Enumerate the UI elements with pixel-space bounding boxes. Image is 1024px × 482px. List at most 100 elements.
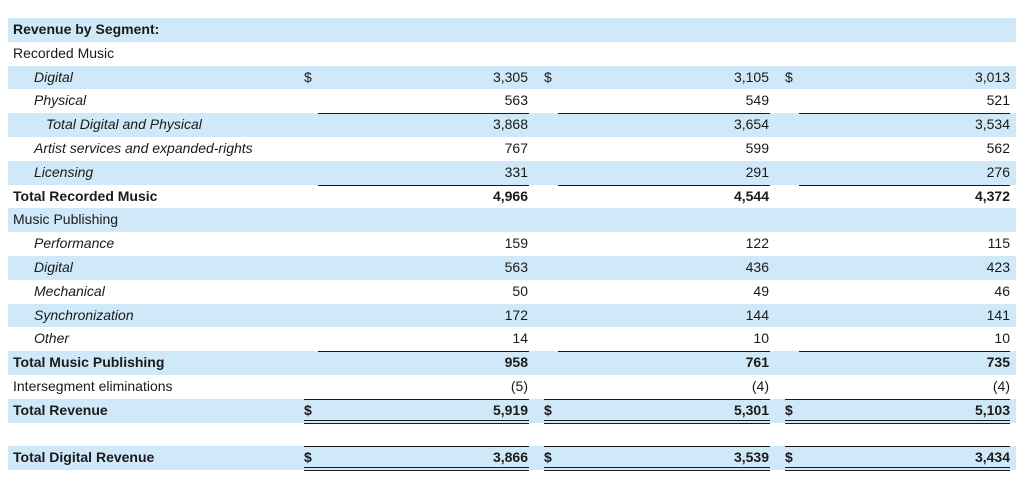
value-cell: 3,434 [974, 449, 1010, 466]
table-row: Recorded Music [8, 42, 1016, 66]
table-row: Licensing 331 291 276 [8, 160, 1016, 185]
row-label: Synchronization [34, 306, 134, 323]
value-cell: 50 [512, 282, 528, 299]
value-cell: 3,013 [974, 68, 1010, 85]
value-cell: (4) [992, 377, 1010, 394]
double-underline [304, 419, 529, 424]
double-underline [785, 419, 1010, 424]
currency-sign: $ [544, 401, 552, 418]
value-cell: 4,372 [974, 187, 1010, 204]
subtotal-rule [318, 351, 529, 353]
subtotal-rule [799, 184, 1010, 186]
table-row: Digital 563 436 423 [8, 255, 1016, 280]
currency-sign: $ [304, 68, 312, 85]
table-row: Digital $ 3,305 $ 3,105 $ 3,013 [8, 65, 1016, 90]
value-cell: 4,544 [733, 187, 769, 204]
value-cell: 5,301 [733, 401, 769, 418]
table-row: Performance 159 122 115 [8, 232, 1016, 256]
table-row: Total Recorded Music 4,966 4,544 4,372 [8, 184, 1016, 209]
subtotal-rule [799, 351, 1010, 353]
value-cell: 3,105 [733, 68, 769, 85]
value-cell: 46 [994, 282, 1010, 299]
value-cell: 735 [986, 354, 1010, 371]
value-cell: 10 [753, 330, 769, 347]
total-rule [785, 446, 1010, 448]
table-row: Physical 563 549 521 [8, 89, 1016, 113]
value-cell: 4,966 [492, 187, 528, 204]
value-cell: 958 [504, 354, 528, 371]
value-cell: 767 [504, 139, 528, 156]
table-header-row: Revenue by Segment: [8, 18, 1016, 42]
subtotal-rule [318, 184, 529, 186]
row-label: Digital [34, 258, 73, 275]
value-cell: 141 [986, 306, 1010, 323]
revenue-table: Revenue by Segment: Recorded Music Digit… [8, 18, 1016, 472]
currency-sign: $ [304, 401, 312, 418]
currency-sign: $ [785, 401, 793, 418]
value-cell: 144 [745, 306, 769, 323]
row-label: Artist services and expanded-rights [34, 139, 253, 156]
row-label: Total Revenue [13, 401, 108, 418]
value-cell: 49 [753, 282, 769, 299]
row-label: Total Music Publishing [13, 354, 165, 371]
value-cell: 563 [504, 92, 528, 109]
row-label: Total Digital and Physical [46, 116, 202, 133]
table-row: Total Music Publishing 958 761 735 [8, 351, 1016, 375]
value-cell: (4) [751, 377, 769, 394]
double-underline [544, 419, 770, 424]
value-cell: 172 [504, 306, 528, 323]
row-label: Performance [34, 235, 115, 252]
value-cell: 3,539 [733, 449, 769, 466]
value-cell: 3,534 [974, 116, 1010, 133]
currency-sign: $ [544, 449, 552, 466]
table-row: Music Publishing [8, 208, 1016, 233]
value-cell: 563 [504, 258, 528, 275]
row-label: Mechanical [34, 282, 105, 299]
value-cell: 423 [986, 258, 1010, 275]
double-underline [785, 467, 1010, 472]
value-cell: 291 [745, 163, 769, 180]
value-cell: 599 [745, 139, 769, 156]
value-cell: 436 [745, 258, 769, 275]
value-cell: 3,654 [733, 116, 769, 133]
value-cell: 549 [745, 92, 769, 109]
value-cell: 562 [986, 139, 1010, 156]
row-label: Physical [34, 92, 87, 109]
row-label: Intersegment eliminations [13, 377, 173, 394]
value-cell: 761 [745, 354, 769, 371]
table-row: Total Digital and Physical 3,868 3,654 3… [8, 113, 1016, 137]
subtotal-rule [558, 351, 770, 353]
row-label: Licensing [34, 163, 94, 180]
total-rule [544, 446, 770, 448]
value-cell: 10 [994, 330, 1010, 347]
table-row: Synchronization 172 144 141 [8, 303, 1016, 328]
table-row: Mechanical 50 49 46 [8, 280, 1016, 304]
value-cell: 521 [986, 92, 1010, 109]
value-cell: 331 [504, 163, 528, 180]
value-cell: 159 [504, 235, 528, 252]
table-row: Total Digital Revenue $ 3,866 $ 3,539 $ … [8, 446, 1016, 472]
currency-sign: $ [785, 449, 793, 466]
value-cell: 3,866 [492, 449, 528, 466]
table-row: Intersegment eliminations (5) (4) (4) [8, 375, 1016, 399]
currency-sign: $ [785, 68, 793, 85]
total-rule [304, 398, 529, 400]
row-label: Recorded Music [13, 44, 115, 61]
subtotal-rule [799, 113, 1010, 115]
table-row: Total Revenue $ 5,919 $ 5,301 $ 5,103 [8, 398, 1016, 424]
value-cell: 3,305 [492, 68, 528, 85]
table-row: Artist services and expanded-rights 767 … [8, 137, 1016, 161]
double-underline [544, 467, 770, 472]
value-cell: 3,868 [492, 116, 528, 133]
row-label: Music Publishing [13, 211, 119, 228]
subtotal-rule [558, 113, 770, 115]
value-cell: 14 [512, 330, 528, 347]
value-cell: 5,919 [492, 401, 528, 418]
row-label: Digital [34, 68, 73, 85]
row-label: Other [34, 330, 70, 347]
table-heading: Revenue by Segment: [13, 21, 160, 37]
double-underline [304, 467, 529, 472]
total-rule [304, 446, 529, 448]
total-rule [544, 398, 770, 400]
total-rule [785, 398, 1010, 400]
